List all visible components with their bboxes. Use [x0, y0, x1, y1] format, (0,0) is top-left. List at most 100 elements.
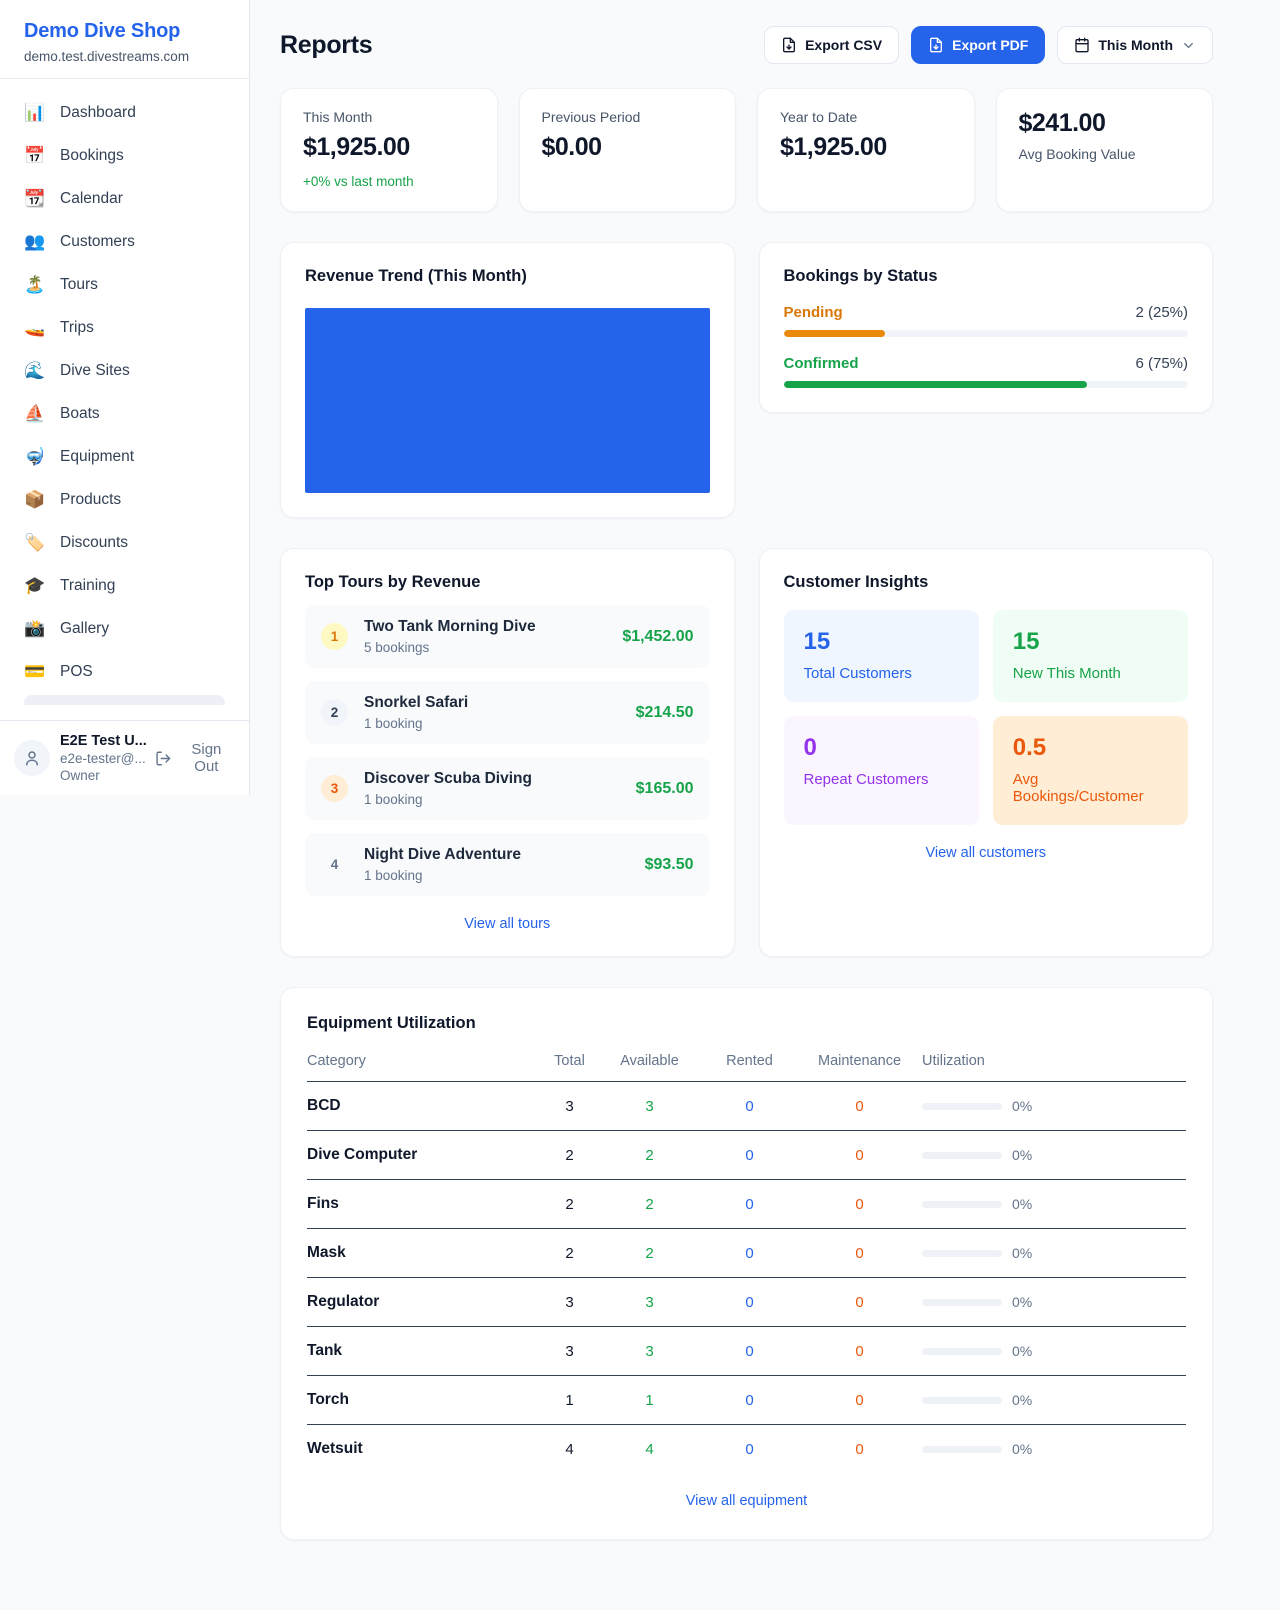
cell-maintenance: 0 — [855, 1146, 864, 1164]
tile-avg-bookings: 0.5 Avg Bookings/Customer — [992, 716, 1188, 825]
tour-name: Night Dive Adventure — [364, 846, 522, 863]
status-row-pending: Pending 2 (25%) — [783, 304, 1188, 337]
tile-repeat-customers: 0 Repeat Customers — [783, 716, 979, 825]
sidebar-item-label: Gallery — [60, 620, 110, 637]
sidebar-item-customers[interactable]: 👥 Customers — [12, 222, 237, 262]
page-header: Reports Export CSV Export PDF This Month — [280, 26, 1213, 64]
col-total: Total — [554, 1053, 585, 1069]
user-email: e2e-tester@... — [60, 751, 146, 766]
sidebar-item-products[interactable]: 📦 Products — [12, 480, 237, 520]
col-utilization: Utilization — [922, 1053, 985, 1069]
utilization-bar-track — [922, 1396, 1002, 1404]
sidebar-item-discounts[interactable]: 🏷️ Discounts — [12, 523, 237, 563]
cell-category: Wetsuit — [307, 1440, 363, 1457]
cell-rented: 0 — [745, 1293, 754, 1311]
sidebar-item-reports-partial[interactable] — [24, 695, 225, 705]
tile-total-customers: 15 Total Customers — [783, 610, 979, 702]
revenue-trend-title: Revenue Trend (This Month) — [305, 267, 527, 285]
sign-out-button[interactable]: Sign Out — [155, 741, 235, 775]
cell-maintenance: 0 — [855, 1293, 864, 1311]
user-meta: E2E Test U... e2e-tester@... Owner — [60, 733, 147, 783]
cell-maintenance: 0 — [855, 1195, 864, 1213]
export-pdf-button[interactable]: Export PDF — [911, 26, 1046, 64]
utilization-bar-track — [922, 1151, 1002, 1159]
cell-available: 4 — [645, 1440, 654, 1458]
user-section: E2E Test U... e2e-tester@... Owner Sign … — [0, 720, 249, 795]
person-icon — [26, 751, 38, 766]
equipment-utilization-card: Equipment Utilization Category Total Ava… — [280, 987, 1213, 1540]
cell-total: 3 — [565, 1342, 574, 1360]
cell-utilization: 0% — [922, 1441, 1186, 1457]
view-all-customers-link[interactable]: View all customers — [925, 845, 1047, 861]
tile-value: 0.5 — [1012, 734, 1047, 761]
col-available: Available — [620, 1053, 679, 1069]
view-all-equipment-link[interactable]: View all equipment — [685, 1493, 808, 1509]
stat-cards: This Month $1,925.00 +0% vs last month P… — [280, 88, 1213, 212]
utilization-bar-track — [922, 1200, 1002, 1208]
cell-rented: 0 — [745, 1440, 754, 1458]
shop-header: Demo Dive Shop demo.test.divestreams.com — [0, 0, 249, 79]
tour-revenue: $93.50 — [644, 855, 694, 873]
sidebar-item-pos[interactable]: 💳 POS — [12, 652, 237, 692]
sidebar-item-trips[interactable]: 🚤 Trips — [12, 308, 237, 348]
sidebar-item-gallery[interactable]: 📸 Gallery — [12, 609, 237, 649]
tour-row: 2 Snorkel Safari 1 booking $214.50 — [305, 681, 710, 744]
stat-label: Avg Booking Value — [1018, 146, 1136, 162]
stat-value: $241.00 — [1018, 109, 1106, 137]
sidebar-item-label: Calendar — [60, 190, 123, 207]
utilization-bar-track — [922, 1249, 1002, 1257]
sidebar-item-training[interactable]: 🎓 Training — [12, 566, 237, 606]
sidebar-item-label: POS — [60, 663, 93, 680]
stat-value: $1,925.00 — [303, 133, 410, 161]
col-category: Category — [307, 1053, 366, 1069]
status-bar-fill — [783, 330, 885, 337]
revenue-trend-chart — [305, 308, 710, 493]
utilization-bar-track — [922, 1102, 1002, 1110]
sidebar-item-label: Trips — [60, 319, 94, 336]
table-row: Fins 2 2 0 0 0% — [307, 1180, 1186, 1229]
tile-new-this-month: 15 New This Month — [992, 610, 1188, 702]
utilization-percent: 0% — [1012, 1343, 1033, 1359]
rank-badge: 4 — [330, 857, 339, 872]
status-count: 2 (25%) — [1135, 304, 1188, 321]
cell-utilization: 0% — [922, 1343, 1186, 1359]
cell-maintenance: 0 — [855, 1440, 864, 1458]
utilization-percent: 0% — [1012, 1098, 1033, 1114]
dashboard-icon: 📊 — [24, 103, 46, 122]
tour-name: Two Tank Morning Dive — [364, 618, 536, 635]
sidebar-item-label: Customers — [60, 233, 135, 250]
tile-label: Total Customers — [803, 665, 912, 682]
bookings-calendar-icon: 📅 — [24, 146, 46, 165]
cell-total: 2 — [565, 1146, 574, 1164]
col-maintenance: Maintenance — [817, 1053, 902, 1069]
equipment-table-header: Category Total Available Rented Maintena… — [307, 1053, 1186, 1082]
stat-label: Previous Period — [541, 109, 641, 125]
cell-available: 3 — [645, 1342, 654, 1360]
cell-category: BCD — [307, 1097, 341, 1114]
sidebar-item-equipment[interactable]: 🤿 Equipment — [12, 437, 237, 477]
export-csv-button[interactable]: Export CSV — [764, 26, 900, 64]
page-title: Reports — [280, 30, 373, 59]
shop-name: Demo Dive Shop — [24, 20, 181, 42]
cell-available: 1 — [645, 1391, 654, 1409]
export-csv-label: Export CSV — [805, 37, 883, 53]
shop-domain: demo.test.divestreams.com — [24, 49, 190, 64]
cell-maintenance: 0 — [855, 1097, 864, 1115]
sidebar-item-bookings[interactable]: 📅 Bookings — [12, 136, 237, 176]
sidebar-item-tours[interactable]: 🏝️ Tours — [12, 265, 237, 305]
tour-row: 3 Discover Scuba Diving 1 booking $165.0… — [305, 757, 710, 820]
period-select[interactable]: This Month — [1057, 26, 1213, 64]
utilization-percent: 0% — [1012, 1392, 1033, 1408]
view-all-tours-link[interactable]: View all tours — [464, 916, 551, 932]
island-icon: 🏝️ — [24, 275, 46, 294]
cell-maintenance: 0 — [855, 1244, 864, 1262]
status-label: Confirmed — [783, 355, 859, 372]
sidebar-item-dive-sites[interactable]: 🌊 Dive Sites — [12, 351, 237, 391]
cell-rented: 0 — [745, 1342, 754, 1360]
sidebar-item-boats[interactable]: ⛵ Boats — [12, 394, 237, 434]
stat-card-this-month: This Month $1,925.00 +0% vs last month — [280, 88, 498, 212]
sidebar-item-dashboard[interactable]: 📊 Dashboard — [12, 93, 237, 133]
sailboat-icon: ⛵ — [24, 404, 46, 423]
tile-value: 15 — [1012, 628, 1040, 655]
sidebar-item-calendar[interactable]: 📆 Calendar — [12, 179, 237, 219]
